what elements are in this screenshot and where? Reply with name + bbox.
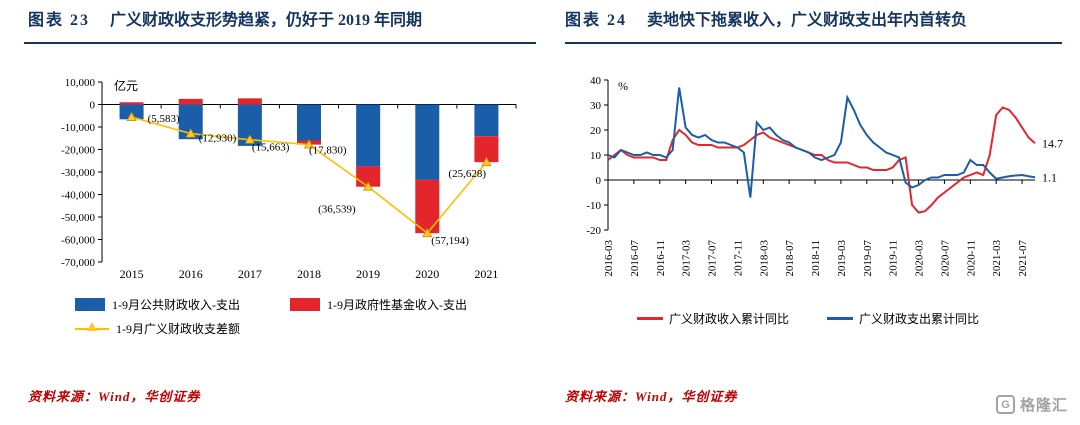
svg-text:14.7: 14.7 [1042, 136, 1063, 150]
svg-text:30: 30 [590, 100, 602, 112]
svg-text:2018: 2018 [297, 267, 321, 281]
svg-text:2018-11: 2018-11 [810, 240, 822, 276]
fig23-legend-row-2: 1-9月广义财政收支差额 [75, 320, 540, 337]
fig23-legend: 1-9月公共财政收入-支出 1-9月政府性基金收入-支出 1-9月广义财政收支差… [24, 296, 540, 337]
triangle-marker-icon [87, 321, 97, 331]
svg-text:2017-11: 2017-11 [732, 240, 744, 276]
fig24-line-chart: 40 30 20 10 0 -10 -20% 2016-03 2016-07 2016-11 201… [586, 75, 1063, 277]
legend-item-revenue-yoy: 广义财政收入累计同比 [636, 310, 789, 327]
panel-fig23: 图表 23 广义财政收支形势趋紧，仍好于 2019 年同期 10,000 0 -10… [24, 10, 540, 404]
svg-text:2020-11: 2020-11 [965, 240, 977, 276]
gelonghui-logo-text: 格隆汇 [1019, 397, 1068, 414]
svg-text:20: 20 [590, 125, 602, 137]
fig23-title: 图表 23 广义财政收支形势趋紧，仍好于 2019 年同期 [24, 10, 540, 32]
svg-text:2021: 2021 [474, 267, 498, 281]
legend-label-broad-balance: 1-9月广义财政收支差额 [116, 322, 240, 336]
svg-text:-70,000: -70,000 [61, 257, 95, 269]
fig23-bar-chart: 10,000 0 -10,000 -20,000 -30,000 -40,000 -50,0… [61, 77, 517, 281]
svg-text:0: 0 [596, 175, 602, 187]
svg-text:2015: 2015 [120, 267, 144, 281]
svg-text:2017-07: 2017-07 [707, 240, 719, 277]
svg-text:2017: 2017 [238, 267, 262, 281]
svg-text:1.1: 1.1 [1042, 170, 1057, 184]
svg-text:2018-07: 2018-07 [784, 240, 796, 277]
svg-text:2020: 2020 [415, 267, 439, 281]
legend-item-gov-fund: 1-9月政府性基金收入-支出 [290, 296, 467, 313]
svg-text:-10,000: -10,000 [61, 122, 95, 134]
svg-text:(5,583): (5,583) [148, 113, 180, 125]
legend-label-revenue-yoy: 广义财政收入累计同比 [668, 312, 789, 326]
svg-text:2020-03: 2020-03 [914, 240, 926, 277]
fig23-title-text: 广义财政收支形势趋紧，仍好于 2019 年同期 [110, 12, 423, 29]
legend-swatch-red [290, 298, 320, 311]
svg-text:2019-11: 2019-11 [888, 240, 900, 276]
svg-text:(25,628): (25,628) [448, 168, 486, 180]
fig24-title-text: 卖地快下拖累收入，广义财政支出年内首转负 [647, 12, 968, 29]
fig24-title-prefix: 图表 24 [565, 12, 628, 29]
svg-text:2019-03: 2019-03 [836, 240, 848, 277]
legend-swatch-yellow-line [75, 321, 109, 331]
panel-fig24: 图表 24 卖地快下拖累收入，广义财政支出年内首转负 40 30 20 10 0 -10 -… [548, 10, 1068, 404]
svg-text:(17,830): (17,830) [309, 145, 347, 157]
svg-text:2021-03: 2021-03 [991, 240, 1003, 277]
fig24-legend: 广义财政收入累计同比 广义财政支出累计同比 [548, 310, 1068, 327]
svg-text:2018-03: 2018-03 [758, 240, 770, 277]
svg-text:10,000: 10,000 [65, 77, 96, 89]
fig24-title: 图表 24 卖地快下拖累收入，广义财政支出年内首转负 [548, 10, 1068, 32]
svg-text:-10: -10 [586, 200, 601, 212]
fig24-source: 资料来源：Wind，华创证券 [565, 389, 738, 404]
legend-swatch-blue-line [827, 317, 853, 320]
gelonghui-logo: G 格隆汇 [995, 394, 1068, 415]
legend-item-public-fiscal: 1-9月公共财政收入-支出 [75, 296, 240, 313]
legend-swatch-red-line [636, 317, 663, 320]
svg-text:2017-03: 2017-03 [681, 240, 693, 277]
svg-text:2019-07: 2019-07 [862, 240, 874, 277]
svg-text:(57,194): (57,194) [431, 235, 469, 247]
svg-text:2021-07: 2021-07 [1017, 240, 1029, 277]
svg-text:-20,000: -20,000 [61, 145, 95, 157]
svg-text:亿元: 亿元 [114, 78, 138, 93]
legend-swatch-blue [75, 298, 105, 311]
svg-text:%: % [618, 79, 628, 93]
gelonghui-logo-icon: G [995, 395, 1015, 414]
svg-text:2020-07: 2020-07 [939, 240, 951, 277]
svg-text:-50,000: -50,000 [61, 212, 95, 224]
svg-text:2016-03: 2016-03 [603, 240, 615, 277]
svg-text:2016-07: 2016-07 [629, 240, 641, 277]
svg-text:-40,000: -40,000 [61, 190, 95, 202]
svg-text:40: 40 [590, 75, 602, 87]
svg-text:-30,000: -30,000 [61, 167, 95, 179]
svg-text:(15,663): (15,663) [252, 142, 290, 154]
fig23-legend-row-1: 1-9月公共财政收入-支出 1-9月政府性基金收入-支出 [75, 296, 540, 313]
svg-text:(36,539): (36,539) [318, 204, 356, 216]
legend-label-expenditure-yoy: 广义财政支出累计同比 [859, 312, 980, 326]
svg-text:2016-11: 2016-11 [655, 240, 667, 276]
svg-text:0: 0 [90, 100, 96, 112]
legend-label-gov-fund: 1-9月政府性基金收入-支出 [327, 298, 467, 312]
fig23-title-underline [24, 42, 536, 44]
legend-label-public-fiscal: 1-9月公共财政收入-支出 [112, 298, 240, 312]
svg-text:2016: 2016 [179, 267, 203, 281]
legend-item-expenditure-yoy: 广义财政支出累计同比 [827, 310, 979, 327]
fig23-source: 资料来源：Wind，华创证券 [28, 389, 201, 404]
fig23-title-prefix: 图表 23 [28, 12, 91, 29]
svg-text:-20: -20 [586, 225, 601, 237]
svg-text:10: 10 [590, 150, 602, 162]
fig24-title-underline [565, 42, 1062, 44]
svg-text:(12,930): (12,930) [199, 133, 237, 145]
legend-item-broad-balance: 1-9月广义财政收支差额 [75, 320, 240, 337]
svg-text:2019: 2019 [356, 267, 380, 281]
svg-text:-60,000: -60,000 [61, 235, 95, 247]
